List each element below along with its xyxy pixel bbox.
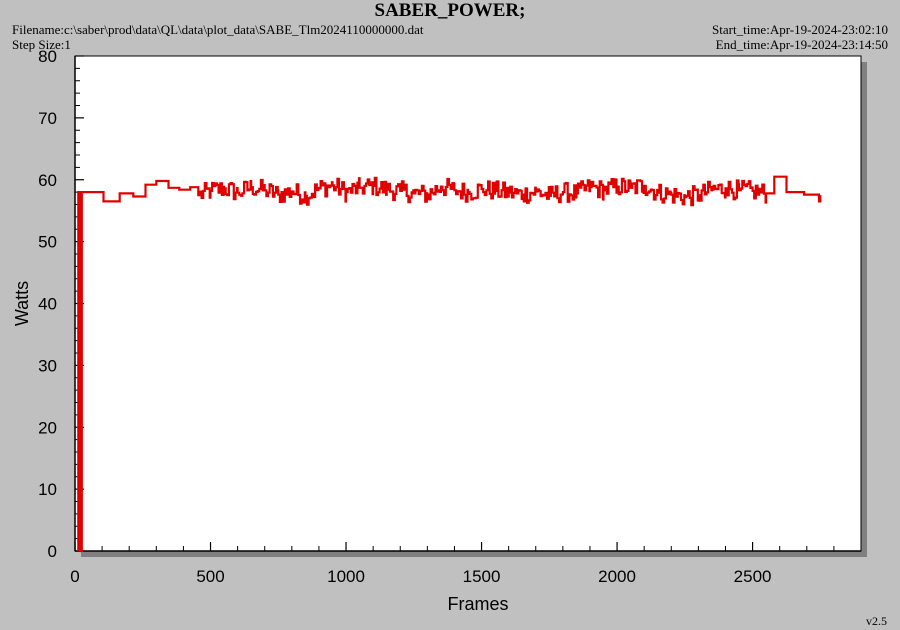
version-label: v2.5 <box>866 614 887 628</box>
x-tick-label: 2000 <box>598 567 636 586</box>
step-size-label: Step Size:1 <box>12 37 71 52</box>
plot-area <box>74 55 862 552</box>
chart-title: SABER_POWER; <box>374 0 526 21</box>
x-tick-label: 1000 <box>327 567 365 586</box>
y-tick-label: 20 <box>38 418 57 437</box>
y-tick-label: 0 <box>48 542 57 561</box>
y-tick-label: 30 <box>38 356 57 375</box>
x-tick-label: 1500 <box>463 567 501 586</box>
filename-label: Filename:c:\saber\prod\data\QL\data\plot… <box>12 22 424 37</box>
y-tick-label: 40 <box>38 295 57 314</box>
x-tick-label: 0 <box>70 567 79 586</box>
y-axis-label: Watts <box>12 281 32 326</box>
start-time-label: Start_time:Apr-19-2024-23:02:10 <box>712 22 888 37</box>
y-tick-label: 80 <box>38 47 57 66</box>
y-tick-label: 10 <box>38 480 57 499</box>
end-time-label: End_time:Apr-19-2024-23:14:50 <box>715 37 888 52</box>
axes: 0 10 20 30 40 50 60 70 80 0 500 1000 1500 2000 2500 <box>38 47 861 586</box>
x-axis-label: Frames <box>447 594 508 614</box>
x-tick-label: 500 <box>196 567 224 586</box>
y-tick-label: 70 <box>38 109 57 128</box>
y-tick-label: 60 <box>38 171 57 190</box>
series-line-watts <box>77 175 822 553</box>
x-tick-label: 2500 <box>734 567 772 586</box>
y-tick-label: 50 <box>38 233 57 252</box>
